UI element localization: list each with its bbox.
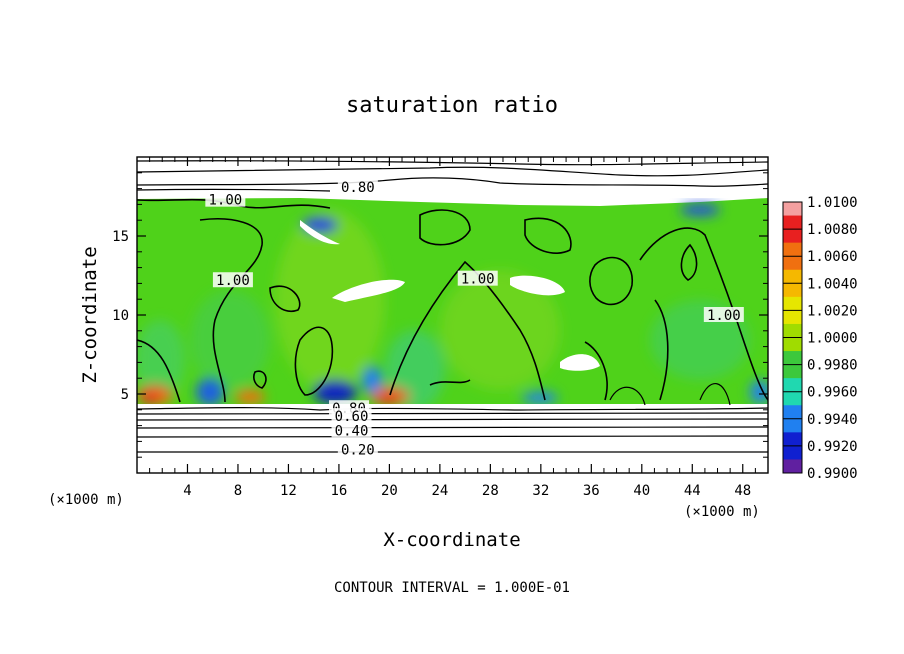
x-tick-label: 40 bbox=[633, 483, 650, 499]
contour-label-bg bbox=[331, 422, 372, 438]
x-tick-label: 28 bbox=[482, 483, 499, 499]
colorbar-label: 1.0100 bbox=[807, 195, 858, 211]
contour-label-bg bbox=[205, 191, 246, 207]
y-axis: 5 10 15 bbox=[112, 172, 768, 458]
colorbar-label: 1.0060 bbox=[807, 249, 858, 265]
contour-interval-note: CONTOUR INTERVAL = 1.000E-01 bbox=[334, 580, 570, 596]
y-axis-label: Z-coordinate bbox=[79, 246, 101, 383]
x-axis-label: X-coordinate bbox=[383, 529, 520, 551]
field-shading bbox=[137, 204, 768, 410]
colorbar-label: 1.0020 bbox=[807, 303, 858, 319]
y-tick-label: 15 bbox=[112, 229, 129, 245]
contour-label: 0.80 bbox=[341, 180, 375, 196]
contour-label-bg bbox=[337, 441, 378, 457]
x-tick-label: 20 bbox=[381, 483, 398, 499]
chart-title: saturation ratio bbox=[346, 93, 558, 118]
x-tick-label: 36 bbox=[583, 483, 600, 499]
contour-label: 1.00 bbox=[707, 308, 741, 324]
contour-label-bg bbox=[212, 272, 253, 288]
colorbar-label: 0.9980 bbox=[807, 358, 858, 374]
contour-label: 1.00 bbox=[461, 272, 495, 288]
colorbar-swatch bbox=[783, 202, 802, 217]
contour-1-00 bbox=[137, 198, 768, 403]
contour-label-bg bbox=[703, 307, 744, 322]
contour-labels: 0.801.001.001.001.000.800.600.400.20 bbox=[205, 179, 744, 458]
contour-label: 0.20 bbox=[341, 442, 375, 458]
colorbar-label: 0.9940 bbox=[807, 412, 858, 428]
colorbar-label: 1.0080 bbox=[807, 222, 858, 238]
x-tick-label: 16 bbox=[330, 483, 347, 499]
y-tick-label: 10 bbox=[112, 308, 129, 324]
x-tick-label: 4 bbox=[183, 483, 191, 499]
contour-subsaturated bbox=[137, 160, 768, 453]
contour-label: 0.60 bbox=[335, 409, 369, 425]
colorbar-label: 1.0000 bbox=[807, 331, 858, 347]
colorbar-label: 0.9900 bbox=[807, 466, 858, 482]
clear-patch bbox=[510, 275, 565, 296]
colorbar-label: 0.9960 bbox=[807, 385, 858, 401]
colorbar: 1.0100 1.0080 1.0060 1.0040 1.0020 1.0000 0.99… bbox=[782, 195, 858, 482]
x-tick-label: 32 bbox=[532, 483, 549, 499]
contour-label-bg bbox=[457, 270, 498, 286]
x-axis: 4 8 12 16 20 24 28 32 36 40 44 48 bbox=[149, 157, 756, 499]
contour-label-bg bbox=[331, 408, 372, 424]
x-tick-label: 44 bbox=[684, 483, 701, 499]
contour-label: 1.00 bbox=[208, 193, 242, 209]
x-units-left: (×1000 m) bbox=[48, 492, 124, 508]
colorbar-label: 0.9920 bbox=[807, 439, 858, 455]
x-tick-label: 24 bbox=[431, 483, 448, 499]
clear-patch bbox=[300, 220, 340, 245]
clear-patch bbox=[332, 279, 405, 302]
y-tick-label: 5 bbox=[121, 387, 129, 403]
colorbar-label: 1.0040 bbox=[807, 276, 858, 292]
x-tick-label: 12 bbox=[280, 483, 297, 499]
clear-patch bbox=[560, 354, 600, 371]
plot-area bbox=[137, 157, 768, 473]
x-tick-label: 48 bbox=[734, 483, 751, 499]
contour-label: 1.00 bbox=[216, 273, 250, 289]
contour-label: 0.40 bbox=[335, 423, 369, 439]
contour-label-bg bbox=[337, 179, 378, 195]
colorbar-swatch bbox=[783, 459, 802, 474]
x-units-right: (×1000 m) bbox=[684, 504, 760, 520]
x-tick-label: 8 bbox=[234, 483, 242, 499]
